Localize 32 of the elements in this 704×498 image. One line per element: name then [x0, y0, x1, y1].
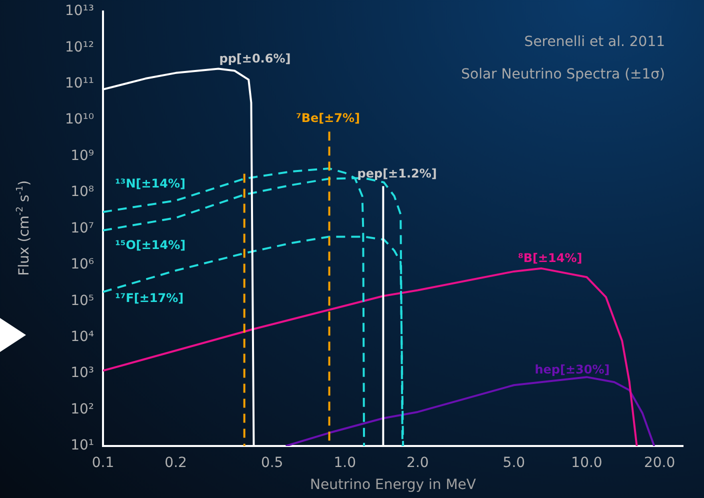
series-label: hep[±30%] [534, 362, 610, 377]
y-tick-label: 10⁴ [70, 328, 94, 345]
series-label: ⁸B[±14%] [518, 251, 582, 266]
x-tick-label: 1.0 [334, 455, 356, 472]
y-tick-label: 10³ [70, 365, 94, 382]
text: Serenelli et al. 2011 [524, 34, 666, 50]
text: Solar Neutrino Spectra (±1σ) [461, 66, 666, 82]
x-tick-label: 10.0 [571, 455, 602, 472]
x-tick-label: 2.0 [406, 455, 429, 472]
x-axis-title: Neutrino Energy in MeV [310, 477, 476, 494]
series-label: ¹³N[±14%] [115, 176, 186, 190]
x-tick-label: 0.5 [260, 455, 284, 472]
x-tick-label: 0.1 [92, 455, 114, 472]
y-tick-label: 10¹ [70, 438, 94, 454]
series-label: ⁷Be[±7%] [296, 110, 360, 125]
y-tick-label: 10¹² [64, 39, 94, 56]
x-tick-label: 5.0 [502, 455, 526, 472]
series-label: ¹⁵O[±14%] [115, 238, 186, 252]
y-tick-label: 10¹¹ [64, 75, 94, 92]
series-label: pep[±1.2%] [357, 166, 437, 180]
y-tick-label: 10⁵ [70, 292, 94, 309]
x-tick-label: 0.2 [164, 455, 187, 472]
y-tick-label: 10² [70, 401, 94, 418]
y-tick-label: 10⁸ [70, 184, 94, 200]
y-tick-label: 10¹³ [64, 3, 94, 20]
series-label: ¹⁷F[±17%] [115, 290, 184, 305]
y-tick-label: 10¹⁰ [64, 112, 94, 128]
x-tick-label: 20.0 [644, 455, 676, 472]
y-tick-label: 10⁶ [70, 256, 94, 273]
y-tick-label: 10⁷ [70, 220, 94, 236]
series-label: pp[±0.6%] [219, 51, 291, 66]
y-tick-label: 10⁹ [70, 148, 94, 164]
